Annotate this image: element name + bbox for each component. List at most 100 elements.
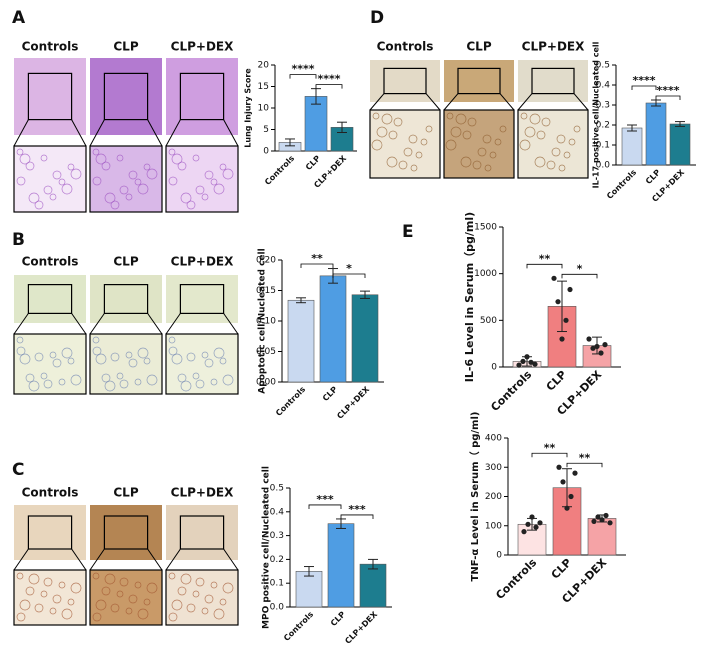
micrograph-thumb [166, 275, 238, 323]
tissue-texture [19, 153, 31, 165]
zoom-box [103, 72, 149, 121]
y-tick-label: 0 [496, 551, 502, 561]
zoom-connector [147, 548, 163, 571]
x-tick-label: CLP+DEX [335, 384, 372, 421]
tissue-texture [519, 139, 531, 151]
zoom-connector [223, 119, 239, 147]
y-tick-label: 0.4 [596, 81, 611, 91]
tissue-texture [137, 608, 149, 620]
zoom-box [27, 515, 73, 550]
tissue-texture [376, 126, 388, 138]
zoom-connector [165, 548, 181, 571]
x-tick-label: Controls [493, 556, 539, 602]
data-point [521, 529, 527, 535]
tissue-texture [204, 594, 214, 604]
tissue-texture [125, 351, 133, 359]
y-tick-label: 0.3 [270, 531, 284, 541]
tissue-texture [386, 156, 398, 168]
tissue-texture [28, 573, 40, 585]
tissue-texture [49, 193, 57, 201]
micrograph-thumb [370, 60, 440, 102]
y-tick-label: 0 [491, 363, 497, 373]
tissue-texture [180, 192, 192, 204]
tissue-texture [128, 358, 138, 368]
micrograph-zoom [369, 109, 441, 179]
tissue-texture [556, 134, 566, 144]
tissue-texture [70, 168, 82, 180]
zoom-connector [369, 93, 385, 111]
y-tick-label: 0.0 [270, 603, 285, 613]
tissue-texture [134, 378, 142, 386]
tissue-texture [192, 372, 200, 380]
tissue-texture [180, 573, 192, 585]
tissue-texture [210, 581, 218, 589]
tissue-texture [49, 607, 57, 615]
tissue-texture [61, 183, 73, 195]
panel-letter: A [12, 8, 26, 28]
y-tick-label: 0.15 [256, 286, 276, 296]
tissue-texture [25, 373, 35, 383]
tissue-texture [171, 353, 183, 365]
significance-label: * [577, 262, 583, 275]
tissue-texture [484, 164, 492, 172]
tissue-texture [52, 594, 62, 604]
tissue-texture [16, 346, 26, 356]
data-point [556, 464, 562, 470]
tissue-texture [43, 577, 53, 587]
significance-bracket [315, 84, 343, 89]
data-point [572, 470, 578, 476]
y-tick-label: 100 [485, 521, 502, 531]
tissue-texture [450, 126, 462, 138]
micrograph-thumb [166, 58, 238, 135]
tissue-texture [95, 353, 107, 365]
tissue-texture [146, 168, 158, 180]
tissue-texture [19, 353, 31, 365]
significance-bracket [332, 273, 366, 278]
data-point [599, 517, 605, 523]
data-point [586, 336, 592, 342]
y-tick-label: 15 [258, 82, 269, 92]
tissue-texture [16, 148, 24, 156]
y-axis-label: IL-6 Level in Serum（pg/ml) [463, 212, 476, 382]
data-point [598, 350, 604, 356]
tissue-texture [28, 380, 40, 392]
tissue-texture [25, 161, 35, 171]
significance-label: **** [656, 84, 679, 97]
zoom-box [103, 284, 149, 315]
significance-bracket [526, 263, 563, 269]
tissue-texture [213, 608, 225, 620]
x-tick-label: CLP [321, 385, 339, 403]
zoom-box [457, 67, 501, 95]
tissue-texture [472, 160, 482, 170]
significance-bracket [308, 504, 342, 509]
tissue-texture [137, 347, 149, 359]
zoom-box [531, 67, 575, 95]
tissue-texture [101, 586, 111, 596]
tissue-texture [143, 357, 151, 365]
micrograph-zoom [89, 145, 163, 213]
y-axis-label: Apoptotic cell/Nucleated cell [258, 248, 268, 393]
zoom-connector [89, 119, 105, 147]
tissue-texture [219, 163, 227, 171]
significance-bracket [531, 452, 568, 458]
micrograph-zoom [13, 145, 87, 213]
micrograph-thumb [14, 275, 86, 323]
tissue-texture [70, 582, 82, 594]
bar [327, 523, 355, 608]
bar [319, 275, 347, 383]
tissue-texture [371, 139, 383, 151]
tissue-texture [92, 572, 100, 580]
tissue-texture [104, 380, 116, 392]
micrograph-thumb [14, 58, 86, 135]
tissue-texture [222, 374, 234, 386]
zoom-connector [13, 313, 29, 335]
data-point [591, 518, 597, 524]
y-tick-label: 10 [258, 104, 270, 114]
tissue-texture [177, 373, 187, 383]
tissue-texture [92, 176, 102, 186]
image-label: Controls [22, 486, 79, 500]
tissue-texture [116, 154, 124, 162]
y-tick-label: 0.2 [596, 121, 610, 131]
data-point [594, 343, 600, 350]
micrograph-thumb [14, 505, 86, 560]
